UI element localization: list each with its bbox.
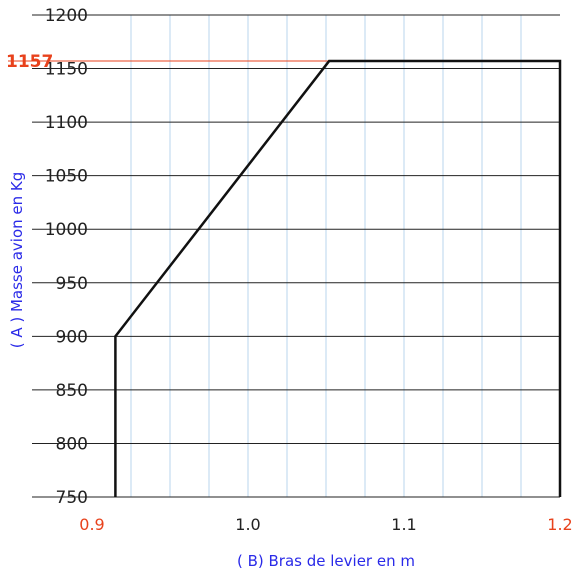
y-tick-label: 950 — [56, 274, 88, 294]
x-tick-labels: 0.9 1.0 1.1 1.2 — [79, 515, 572, 534]
y-tick-label: 1150 — [45, 60, 88, 80]
annotation-label: 1157 — [6, 52, 53, 72]
y-tick-label: 800 — [56, 434, 88, 454]
annotation-layer: 1157 — [6, 52, 53, 72]
series-layer — [114, 59, 562, 497]
y-tick-label: 1050 — [45, 167, 88, 187]
x-tick-label: 1.1 — [391, 515, 416, 534]
y-tick-label: 1200 — [45, 6, 88, 26]
y-tick-label: 1100 — [45, 113, 88, 133]
y-tick-label: 750 — [56, 488, 88, 508]
envelope-line — [114, 59, 562, 497]
x-axis-label: ( B) Bras de levier en m — [237, 552, 415, 570]
x-tick-label: 1.0 — [235, 515, 260, 534]
y-tick-label: 1000 — [45, 220, 88, 240]
y-tick-labels: 750 800 850 900 950 1000 1050 1100 1150 1200 — [45, 6, 88, 508]
y-tick-label: 900 — [56, 327, 88, 347]
horizontal-gridlines — [32, 14, 560, 498]
y-tick-label: 850 — [56, 381, 88, 401]
y-axis-label: ( A ) Masse avion en Kg — [8, 172, 26, 349]
x-tick-label: 0.9 — [79, 515, 104, 534]
vertical-gridlines — [130, 15, 522, 497]
x-tick-label: 1.2 — [547, 515, 572, 534]
